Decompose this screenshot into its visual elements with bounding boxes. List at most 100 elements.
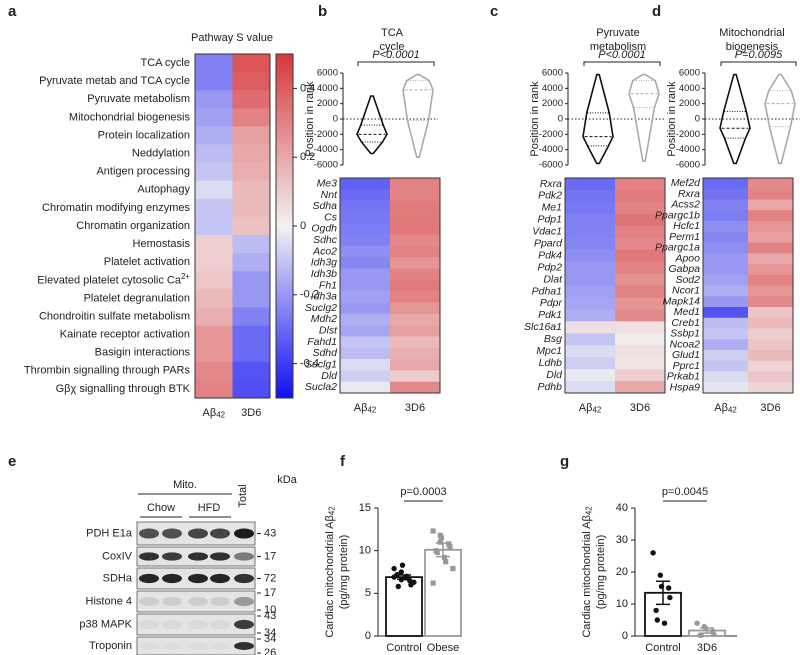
heat-cell bbox=[748, 317, 794, 329]
heat-cell bbox=[565, 201, 616, 215]
y-tick-label: 2000 bbox=[542, 98, 563, 109]
heat-cell bbox=[232, 216, 271, 236]
row-label: Hspa9 bbox=[670, 381, 701, 393]
heat-cell bbox=[565, 285, 616, 298]
heatmap-frame bbox=[702, 177, 794, 394]
row-label: Idh3g bbox=[311, 257, 337, 269]
heat-cell bbox=[232, 343, 271, 363]
heat-cell bbox=[748, 210, 794, 222]
row-label: Rxra bbox=[678, 188, 700, 200]
row-label: Aco2 bbox=[312, 245, 337, 257]
heat-cell bbox=[748, 264, 794, 276]
x-tick-label: Control bbox=[645, 642, 680, 654]
heat-cell bbox=[615, 237, 666, 250]
violin bbox=[356, 95, 388, 155]
y-axis-label: Position in rank bbox=[529, 81, 541, 157]
heat-cell bbox=[615, 381, 666, 394]
blot-band bbox=[139, 528, 159, 539]
data-point bbox=[441, 554, 448, 561]
heat-cell bbox=[340, 370, 391, 382]
heat-cell bbox=[703, 188, 749, 200]
y-tick-label: 4000 bbox=[542, 83, 563, 94]
blot-band bbox=[234, 642, 254, 650]
heat-cell bbox=[232, 54, 271, 73]
column-label: 3D6 bbox=[241, 407, 261, 419]
heat-cell bbox=[340, 223, 391, 235]
y-tick-label: 30 bbox=[616, 534, 628, 546]
data-point bbox=[395, 583, 401, 590]
row-label: Ppargc1b bbox=[655, 209, 700, 221]
row-label: Gabpa bbox=[668, 263, 700, 275]
p-value: P<0.0001 bbox=[372, 49, 419, 61]
heat-cell bbox=[232, 325, 271, 344]
row-label: TCA cycle bbox=[140, 57, 190, 69]
y-tick-label: -6000 bbox=[539, 160, 563, 171]
heat-cell bbox=[390, 223, 441, 235]
y-tick-label: 0 bbox=[558, 114, 563, 125]
heat-cell bbox=[195, 72, 233, 91]
blot-band bbox=[162, 552, 182, 561]
heat-cell bbox=[195, 90, 233, 109]
blot-band bbox=[188, 619, 208, 630]
heat-cell bbox=[340, 178, 391, 190]
heat-cell bbox=[340, 257, 391, 269]
heat-cell bbox=[748, 221, 794, 233]
heat-cell bbox=[565, 333, 616, 346]
data-point bbox=[698, 632, 704, 639]
heat-cell bbox=[703, 339, 749, 351]
row-label: Prkab1 bbox=[667, 371, 700, 383]
heat-cell bbox=[340, 200, 391, 213]
blot-band bbox=[162, 528, 182, 539]
heat-cell bbox=[390, 200, 441, 213]
bar bbox=[385, 576, 423, 637]
row-label: Dlat bbox=[543, 273, 563, 285]
heat-cell bbox=[565, 345, 616, 358]
row-label: Gβχ signalling through BTK bbox=[56, 383, 191, 395]
heat-cell bbox=[615, 189, 666, 203]
heat-cell bbox=[232, 108, 271, 127]
y-axis-label: Cardiac mitochondrial Aβ42 bbox=[581, 506, 594, 637]
row-label: Idh3a bbox=[311, 291, 337, 303]
heat-cell bbox=[703, 253, 749, 265]
heat-cell bbox=[703, 231, 749, 243]
heat-cell bbox=[703, 178, 749, 190]
blot-strip bbox=[136, 636, 256, 655]
heat-cell bbox=[703, 382, 749, 394]
heat-cell bbox=[390, 325, 441, 337]
row-label: Pdp1 bbox=[537, 214, 562, 226]
panel-letter: b bbox=[318, 3, 327, 20]
heat-cell bbox=[615, 369, 666, 382]
row-label: Elevated platelet cytosolic Ca2+ bbox=[37, 272, 190, 286]
row-label: Creb1 bbox=[671, 317, 700, 329]
y-tick-label: -2000 bbox=[314, 129, 338, 140]
protein-label: p38 MAPK bbox=[79, 618, 132, 630]
heat-cell bbox=[390, 268, 441, 281]
heat-cell bbox=[232, 144, 271, 163]
heat-cell bbox=[748, 371, 794, 383]
p-value: p=0.0003 bbox=[400, 486, 446, 498]
panel-letter: f bbox=[340, 453, 346, 470]
heatmap-frame bbox=[564, 177, 666, 394]
row-label: Mef2d bbox=[671, 177, 701, 189]
marker-label: 17 bbox=[264, 587, 276, 599]
row-label: Hemostasis bbox=[133, 238, 191, 250]
heat-cell bbox=[565, 309, 616, 322]
heat-cell bbox=[748, 253, 794, 265]
y-tick-label: -4000 bbox=[676, 144, 700, 155]
heat-cell bbox=[748, 360, 794, 372]
heat-cell bbox=[615, 225, 666, 239]
column-label: 3D6 bbox=[405, 402, 425, 414]
heat-cell bbox=[340, 279, 391, 292]
blot-band bbox=[234, 619, 254, 630]
data-point bbox=[407, 577, 413, 584]
heat-cell bbox=[232, 361, 271, 381]
row-label: Antigen processing bbox=[96, 166, 190, 178]
y-axis-label: Position in rank bbox=[666, 81, 678, 157]
heat-cell bbox=[390, 347, 441, 360]
protein-label: PDH E1a bbox=[86, 527, 133, 539]
data-point bbox=[404, 573, 410, 579]
heat-cell bbox=[565, 261, 616, 274]
heat-cell bbox=[703, 371, 749, 383]
heat-cell bbox=[340, 381, 391, 394]
blot-band bbox=[162, 573, 182, 584]
